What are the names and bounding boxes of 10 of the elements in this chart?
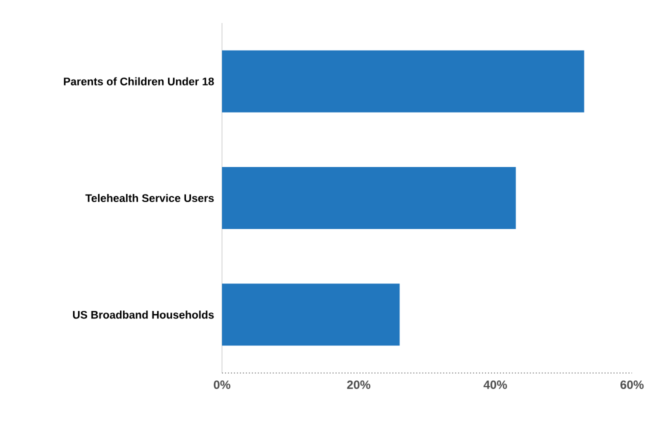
- y-tick-label: US Broadband Households: [73, 310, 214, 319]
- bar: [222, 166, 516, 229]
- x-tick-label: 40%: [484, 380, 507, 389]
- y-tick-label: Parents of Children Under 18: [64, 77, 214, 86]
- x-tick-label: 0%: [214, 380, 230, 389]
- bar: [222, 50, 584, 112]
- x-tick-label: 20%: [347, 380, 370, 389]
- bar: [222, 284, 400, 346]
- x-tick-label: 60%: [620, 380, 644, 389]
- y-tick-label: Telehealth Service Users: [85, 194, 214, 202]
